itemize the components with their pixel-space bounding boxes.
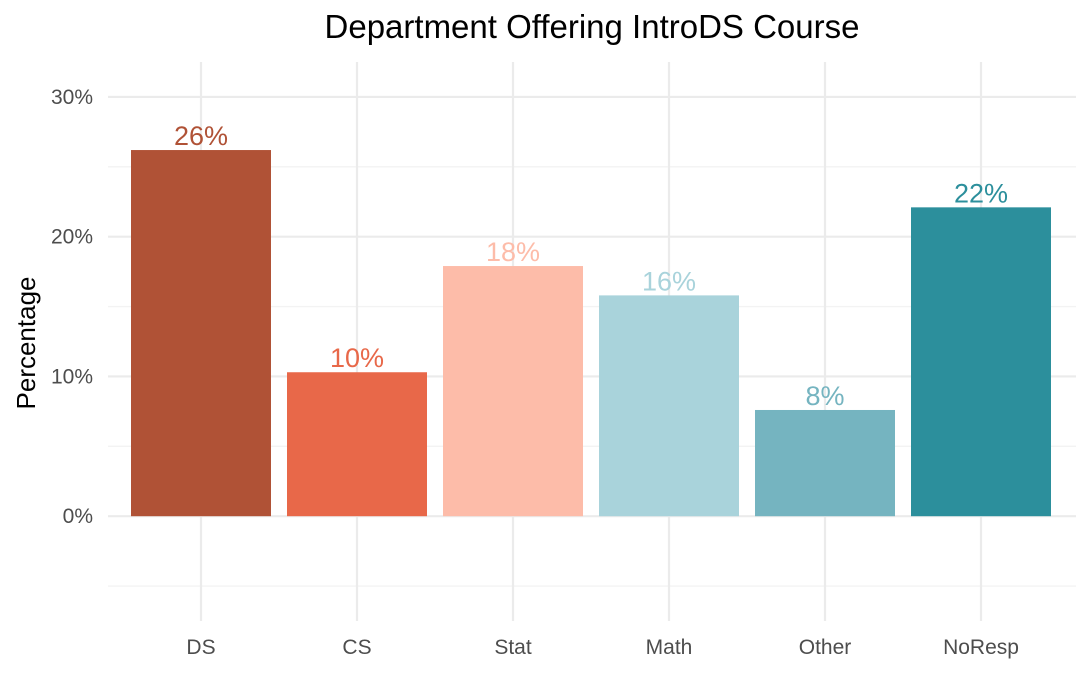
bars [131, 150, 1051, 517]
x-tick-label: CS [342, 636, 371, 659]
data-label-cs: 10% [330, 343, 384, 373]
data-label-noresp: 22% [954, 178, 1008, 208]
x-tick-label: NoResp [943, 636, 1019, 659]
y-axis-title: Percentage [11, 277, 41, 410]
data-label-stat: 18% [486, 237, 540, 267]
data-labels: 26% 10% 18% 16% 8% 22% [174, 121, 1008, 411]
x-tick-label: Math [646, 636, 693, 659]
bar-stat [443, 266, 583, 517]
x-tick-label: DS [186, 636, 215, 659]
x-axis-ticks: DS CS Stat Math Other NoResp [186, 636, 1019, 659]
x-tick-label: Stat [494, 636, 532, 659]
y-tick-label: 0% [63, 505, 93, 528]
data-label-math: 16% [642, 266, 696, 296]
bar-math [599, 295, 739, 517]
bar-ds [131, 150, 271, 517]
bar-noresp [911, 207, 1051, 517]
y-tick-label: 30% [51, 86, 93, 109]
data-label-ds: 26% [174, 121, 228, 151]
chart-title: Department Offering IntroDS Course [325, 8, 860, 45]
y-axis-ticks: 0% 10% 20% 30% [51, 86, 93, 528]
y-tick-label: 10% [51, 365, 93, 388]
y-tick-label: 20% [51, 226, 93, 249]
x-tick-label: Other [799, 636, 852, 659]
bar-cs [287, 372, 427, 517]
data-label-other: 8% [805, 381, 844, 411]
bar-other [755, 409, 895, 517]
